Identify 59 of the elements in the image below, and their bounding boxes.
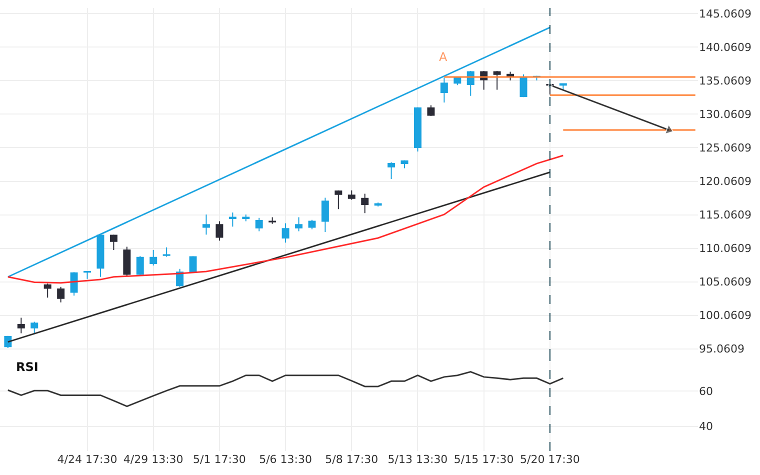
- candlestick: [348, 190, 356, 200]
- candlestick: [110, 234, 118, 251]
- x-tick-label: 5/20 17:30: [520, 453, 580, 466]
- y-tick-label: 95.0609: [699, 342, 744, 356]
- x-tick-label: 5/1 17:30: [192, 453, 246, 466]
- candlestick: [228, 212, 236, 228]
- candlestick: [308, 219, 316, 230]
- candlestick: [400, 160, 408, 169]
- candlestick: [57, 286, 65, 303]
- y-tick-label: 120.0609: [699, 175, 752, 188]
- x-tick-label: 5/13 13:30: [388, 453, 448, 466]
- candlestick: [30, 321, 38, 334]
- y-tick-label: 145.0609: [699, 7, 752, 20]
- x-tick-label: 4/24 17:30: [57, 453, 118, 466]
- candlestick: [466, 70, 474, 96]
- x-tick-label: 5/6 13:30: [259, 453, 312, 466]
- x-tick-label: 5/15 17:30: [454, 453, 514, 466]
- annotation: A: [439, 50, 448, 64]
- y-tick-label: 40: [699, 420, 713, 434]
- candlestick: [176, 268, 184, 288]
- candlestick: [123, 246, 131, 277]
- y-tick-label: 135.0609: [699, 74, 752, 88]
- candlestick: [440, 77, 448, 104]
- y-tick-label: 140.0609: [699, 41, 752, 54]
- candlestick: [150, 250, 158, 266]
- candlestick: [84, 271, 91, 280]
- y-tick-label: 115.0609: [699, 208, 752, 222]
- candlestick: [427, 104, 435, 116]
- y-tick-label: 130.0609: [699, 108, 752, 122]
- candlestick: [361, 193, 369, 214]
- candlestick: [255, 217, 263, 232]
- y-tick-label: 100.0609: [699, 309, 752, 322]
- candlestick: [136, 256, 144, 276]
- y-tick-label: 60: [699, 385, 713, 398]
- candlestick: [295, 216, 302, 232]
- candlestick: [70, 272, 78, 296]
- candlestick: [493, 70, 501, 90]
- candlestick: [44, 283, 52, 298]
- candlestick: [334, 190, 342, 210]
- x-tick-label: 4/29 13:30: [123, 453, 184, 466]
- line-series: [7, 154, 564, 284]
- candlestick: [17, 317, 25, 334]
- candlestick: [282, 222, 290, 244]
- y-tick-label: 105.0609: [699, 276, 752, 289]
- candlestick: [189, 256, 197, 273]
- line-series: [7, 371, 564, 408]
- candlestick: [321, 197, 329, 232]
- candlestick: [202, 214, 210, 236]
- candlestick: [216, 220, 224, 242]
- candlestick: [414, 106, 422, 152]
- y-tick-label: 125.0609: [699, 142, 752, 155]
- y-tick-label: 110.0609: [699, 242, 752, 256]
- candlestick: [162, 246, 170, 258]
- x-tick-label: 5/8 17:30: [325, 453, 378, 466]
- candlestick: [268, 216, 276, 224]
- chart-title: RSI: [16, 360, 38, 374]
- candlestick: [4, 335, 12, 348]
- candlestick: [388, 162, 396, 180]
- candlestick: [242, 214, 250, 222]
